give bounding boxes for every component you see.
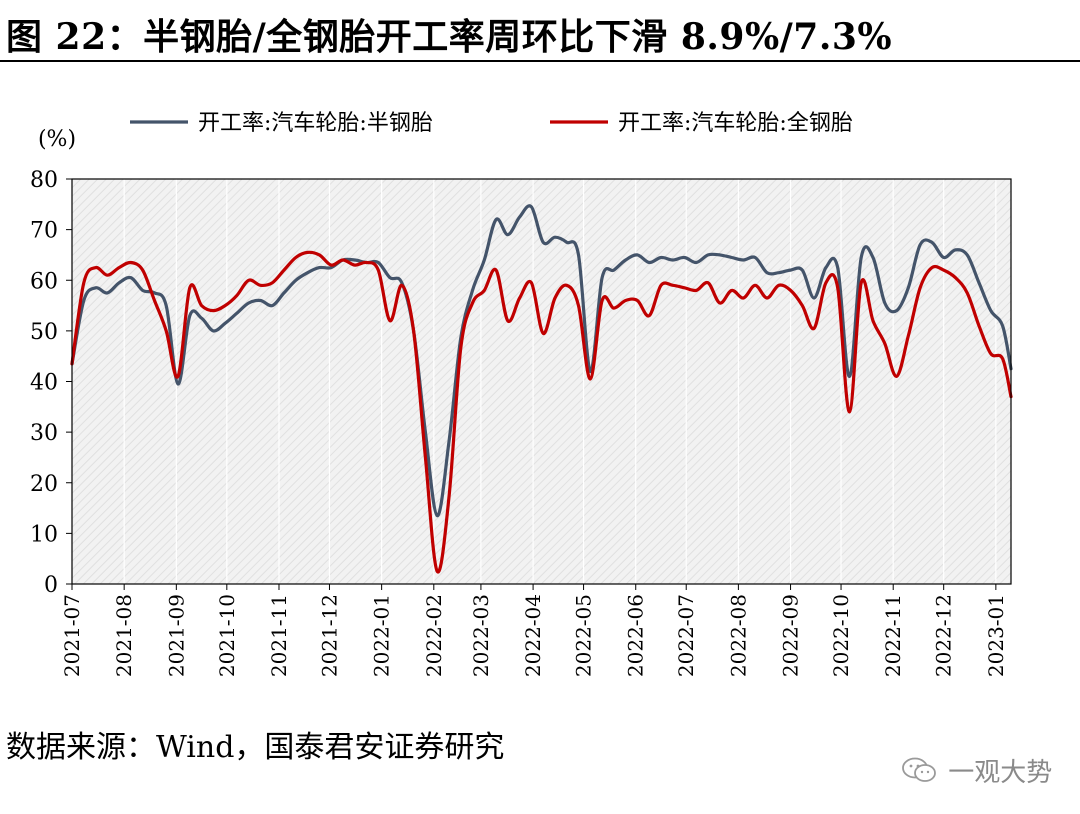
watermark: 一观大势 [902, 752, 1052, 790]
y-tick-label: 60 [30, 269, 58, 294]
x-tick-label: 2022-11 [881, 594, 905, 677]
axes: 2021-07 2021-08 2021-09 2021-10 2021-11 2021-… [30, 168, 1012, 677]
y-tick-label: 50 [30, 320, 58, 345]
y-tick-label: 40 [30, 371, 58, 396]
x-tick-label: 2022-08 [726, 594, 750, 677]
x-tick-label: 2022-07 [674, 594, 698, 677]
legend: 开工率:汽车轮胎:半钢胎 开工率:汽车轮胎:全钢胎 [130, 111, 853, 136]
x-tick-label: 2022-10 [829, 594, 853, 677]
wechat-icon [902, 757, 936, 790]
y-axis-unit-label: (%) [38, 127, 76, 152]
title-underline [0, 60, 1080, 62]
figure-title: 图 22：半钢胎/全钢胎开工率周环比下滑 8.9%/7.3% [6, 16, 893, 58]
y-tick-label: 70 [30, 219, 58, 244]
x-tick-label: 2021-12 [317, 594, 341, 677]
legend-item: 开工率:汽车轮胎:全钢胎 [550, 111, 853, 136]
grid-lines [123, 179, 997, 584]
x-tick-label: 2022-01 [370, 594, 394, 677]
x-tick-label: 2021-09 [164, 594, 188, 677]
x-tick-label: 2022-03 [469, 594, 493, 677]
y-tick-label: 30 [30, 421, 58, 446]
x-tick-label: 2021-07 [60, 594, 84, 677]
x-tick-label: 2022-05 [572, 594, 596, 677]
x-tick-label: 2021-11 [267, 594, 291, 677]
y-tick-label: 20 [30, 472, 58, 497]
legend-item: 开工率:汽车轮胎:半钢胎 [130, 111, 433, 136]
watermark-text: 一观大势 [948, 758, 1053, 788]
legend-label: 开工率:汽车轮胎:全钢胎 [618, 111, 853, 136]
x-tick-label: 2022-09 [779, 594, 803, 677]
y-tick-label: 10 [30, 522, 58, 547]
series-line-semi-steel [70, 204, 1013, 518]
data-source-note: 数据来源：Wind，国泰君安证券研究 [6, 730, 505, 765]
plot-frame [71, 178, 1012, 585]
y-tick-label: 80 [30, 168, 58, 193]
x-tick-label: 2021-10 [215, 594, 239, 677]
x-tick-label: 2022-06 [624, 594, 648, 677]
line-chart: 2021-07 2021-08 2021-09 2021-10 2021-11 2021-… [30, 111, 1013, 677]
x-tick-label: 2023-01 [984, 594, 1008, 677]
x-tick-label: 2022-02 [422, 594, 446, 677]
y-tick-label: 0 [44, 573, 58, 598]
series-line-all-steel [70, 250, 1013, 574]
x-tick-label: 2021-08 [112, 594, 136, 677]
x-tick-label: 2022-04 [521, 594, 545, 677]
x-tick-label: 2022-12 [932, 594, 956, 677]
series-lines [70, 204, 1013, 574]
legend-label: 开工率:汽车轮胎:半钢胎 [198, 111, 433, 136]
